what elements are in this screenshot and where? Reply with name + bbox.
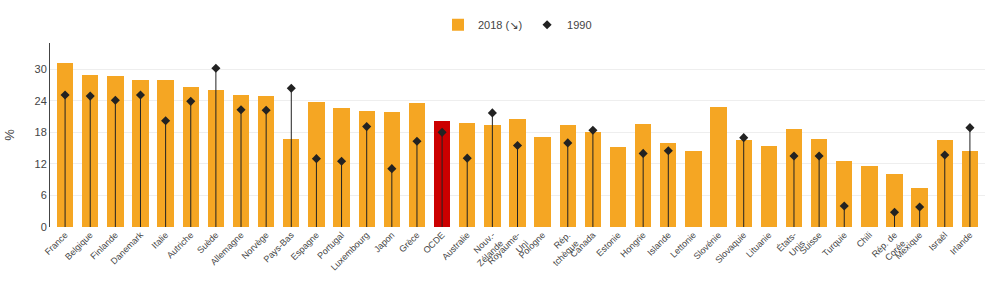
svg-text:Estonie: Estonie: [594, 230, 622, 258]
svg-text:Slovaquie: Slovaquie: [713, 230, 748, 265]
svg-text:Royaume-Uni: Royaume-Uni: [486, 230, 531, 275]
svg-text:Rép.tchèque: Rép.tchèque: [543, 230, 581, 268]
svg-text:Chili: Chili: [855, 230, 874, 249]
svg-text:Mexique: Mexique: [893, 230, 924, 261]
svg-text:Rép. deCorée: Rép. deCorée: [870, 230, 908, 268]
svg-text:Japon: Japon: [372, 230, 396, 254]
svg-text:0: 0: [41, 221, 47, 233]
svg-text:24: 24: [35, 95, 47, 107]
svg-text:Danemark: Danemark: [109, 230, 146, 267]
svg-text:Espagne: Espagne: [289, 230, 321, 262]
svg-text:1990: 1990: [567, 19, 591, 31]
svg-text:Irlande: Irlande: [948, 230, 975, 257]
svg-text:Finlande: Finlande: [88, 230, 119, 261]
svg-text:États-Unis: États-Unis: [775, 230, 807, 262]
svg-text:Pays-Bas: Pays-Bas: [262, 230, 297, 265]
svg-text:Allemagne: Allemagne: [208, 230, 245, 267]
svg-text:Lettonie: Lettonie: [668, 230, 698, 260]
svg-text:Norvège: Norvège: [240, 230, 271, 261]
svg-text:Turquie: Turquie: [820, 230, 848, 258]
svg-text:2018 (↘): 2018 (↘): [478, 19, 522, 31]
svg-text:Italie: Italie: [150, 230, 171, 251]
svg-text:Hongrie: Hongrie: [618, 230, 647, 259]
svg-text:France: France: [43, 230, 70, 257]
svg-text:Canada: Canada: [568, 230, 597, 259]
svg-text:Slovénie: Slovénie: [692, 230, 723, 261]
svg-text:Luxembourg: Luxembourg: [329, 230, 371, 272]
svg-text:Portugal: Portugal: [315, 230, 346, 261]
svg-text:Israël: Israël: [927, 230, 950, 253]
svg-text:Pologne: Pologne: [517, 230, 547, 260]
svg-text:OCDE: OCDE: [421, 230, 446, 255]
svg-text:%: %: [2, 129, 17, 141]
svg-text:Australie: Australie: [440, 230, 472, 262]
svg-text:Suisse: Suisse: [798, 230, 824, 256]
svg-text:Autriche: Autriche: [165, 230, 195, 260]
svg-text:Grèce: Grèce: [397, 230, 421, 254]
svg-text:18: 18: [35, 126, 47, 138]
svg-text:6: 6: [41, 189, 47, 201]
svg-text:Islande: Islande: [645, 230, 673, 258]
svg-text:Nouv.-Zélande: Nouv.-Zélande: [467, 230, 505, 268]
svg-text:30: 30: [35, 63, 47, 75]
svg-text:Belgique: Belgique: [63, 230, 95, 262]
svg-text:Lituanie: Lituanie: [744, 230, 773, 259]
svg-text:Suède: Suède: [195, 230, 220, 255]
svg-text:12: 12: [35, 158, 47, 170]
